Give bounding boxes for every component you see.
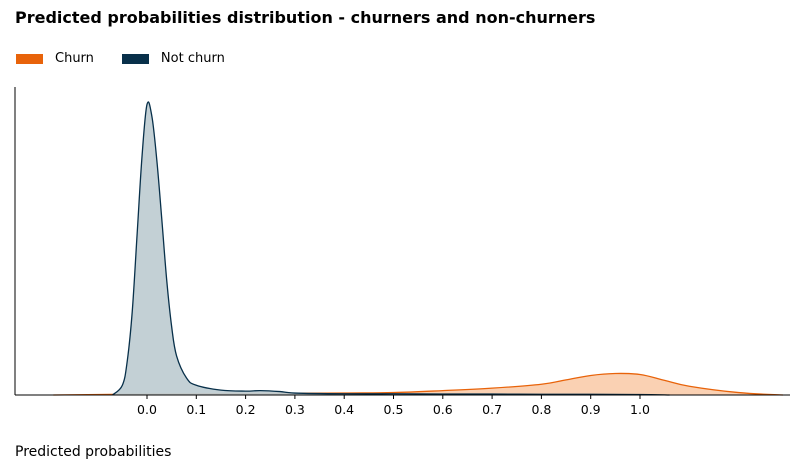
x-tick-label-2: 0.2 [236,402,256,417]
x-tick-label-1: 0.1 [186,402,206,417]
legend-swatch-churn [16,53,43,64]
x-tick-label-3: 0.3 [285,402,305,417]
density-line-not-churn [112,101,670,396]
x-axis-label: Predicted probabilities [15,444,172,460]
legend-label-churn: Churn [55,51,94,66]
legend-item-not-churn: Not churn [121,51,225,66]
chart-title: Predicted probabilities distribution - c… [15,8,596,27]
x-tick-label-10: 1.0 [630,402,650,417]
x-tick-label-9: 0.9 [581,402,601,417]
x-tick-label-5: 0.5 [384,402,404,417]
legend: Churn Not churn [16,51,253,66]
legend-swatch-not-churn [121,53,149,64]
density-area-not-churn [112,101,670,396]
x-tick-label-7: 0.7 [482,402,502,417]
x-tick-label-8: 0.8 [531,402,551,417]
legend-label-not-churn: Not churn [160,51,225,66]
x-tick-label-0: 0.0 [137,402,157,417]
x-tick-label-6: 0.6 [433,402,453,417]
legend-item-churn: Churn [16,51,94,66]
x-tick-label-4: 0.4 [334,402,354,417]
density-area-churn [53,373,783,395]
